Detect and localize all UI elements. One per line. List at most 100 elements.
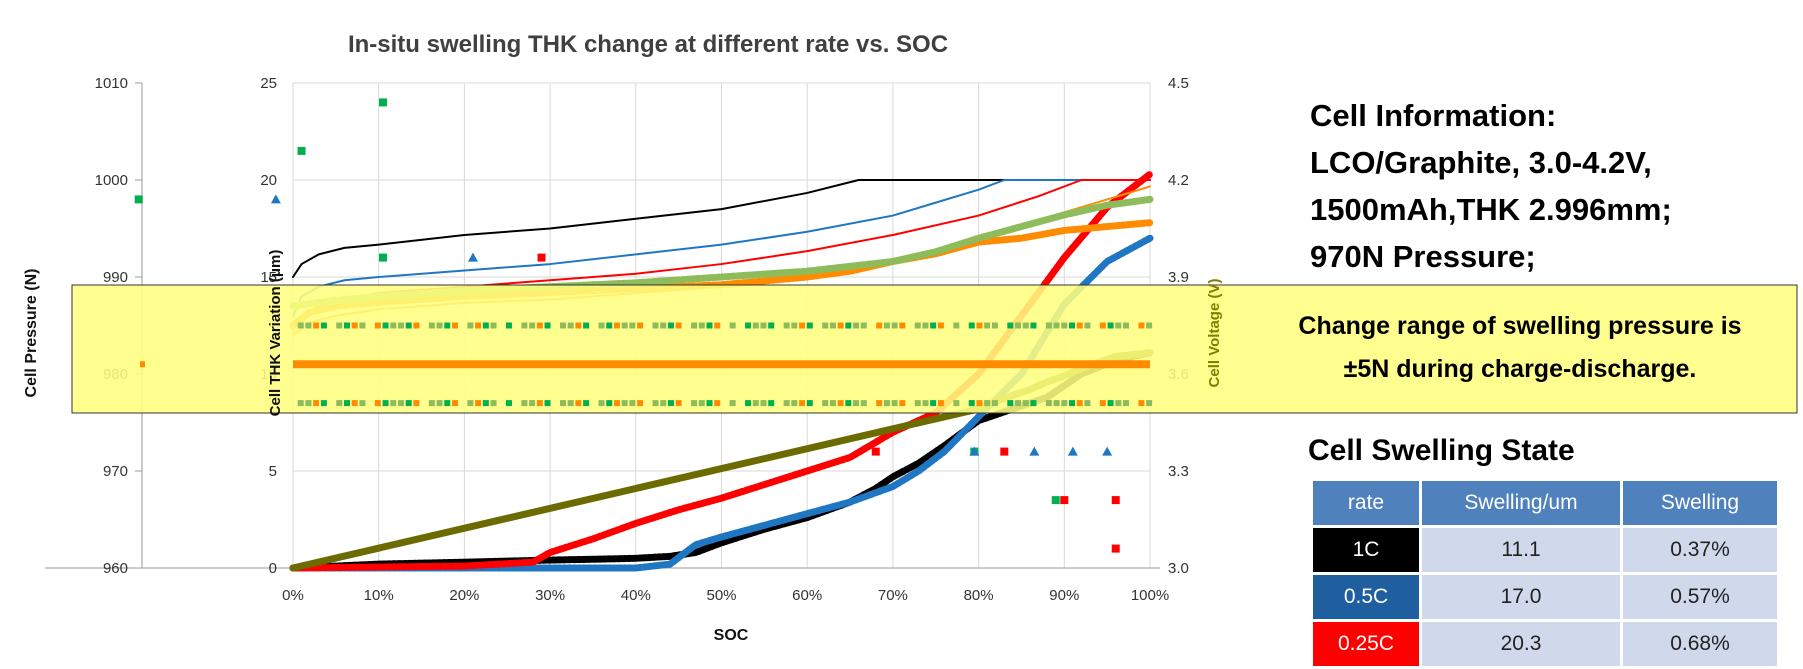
pressure-point bbox=[1060, 496, 1069, 505]
pressure-point bbox=[378, 98, 387, 107]
pressure-band-marker bbox=[467, 322, 474, 329]
pressure-band-marker bbox=[397, 322, 404, 329]
pressure-band-marker bbox=[922, 322, 929, 329]
pressure-band-marker bbox=[382, 400, 389, 407]
pressure-band-marker bbox=[482, 400, 489, 407]
pressure-band-marker bbox=[806, 400, 813, 407]
pressure-band-marker bbox=[783, 400, 790, 407]
header-swelling-um: Swelling/um bbox=[1422, 481, 1620, 525]
pressure-band-marker bbox=[374, 322, 381, 329]
pressure-tick-label: 1000 bbox=[95, 172, 128, 189]
table-row: 1C 11.1 0.37% bbox=[1313, 528, 1777, 572]
cell-info-title: Cell Information: bbox=[1310, 98, 1557, 133]
pressure-band-marker bbox=[976, 322, 983, 329]
pressure-band-marker bbox=[768, 400, 775, 407]
pressure-band-marker bbox=[451, 322, 458, 329]
pressure-point bbox=[871, 447, 880, 456]
pressure-band-marker bbox=[837, 400, 844, 407]
pressure-band-marker bbox=[351, 322, 358, 329]
pressure-band-marker bbox=[691, 322, 698, 329]
swelling-um-cell: 17.0 bbox=[1422, 575, 1620, 619]
pressure-band-marker bbox=[320, 400, 327, 407]
pressure-band-marker bbox=[1061, 322, 1068, 329]
pressure-point bbox=[537, 253, 546, 262]
pressure-band-marker bbox=[706, 400, 713, 407]
pressure-band-marker bbox=[405, 400, 412, 407]
pressure-band-marker bbox=[799, 400, 806, 407]
pressure-band-marker bbox=[359, 322, 366, 329]
pressure-band-marker bbox=[953, 322, 960, 329]
pressure-band-marker bbox=[475, 322, 482, 329]
pressure-band-marker bbox=[976, 400, 983, 407]
pressure-band-marker bbox=[505, 322, 512, 329]
pressure-band-marker bbox=[729, 322, 736, 329]
pressure-band-marker bbox=[914, 400, 921, 407]
pressure-band-marker bbox=[451, 400, 458, 407]
pressure-point bbox=[134, 195, 143, 204]
pressure-band-marker bbox=[297, 400, 304, 407]
pressure-band-marker bbox=[1099, 322, 1106, 329]
pressure-band-marker bbox=[1138, 400, 1145, 407]
thk-axis-title: Cell THK Variation (μm) bbox=[267, 250, 284, 417]
pressure-band-marker bbox=[937, 400, 944, 407]
pressure-band-marker bbox=[351, 400, 358, 407]
x-axis-title: SOC bbox=[714, 627, 749, 644]
highlight-text: Change range of swelling pressure is ±5N… bbox=[1240, 305, 1800, 391]
pressure-band-marker bbox=[930, 322, 937, 329]
x-tick-label: 50% bbox=[706, 587, 736, 604]
swelling-um-cell: 20.3 bbox=[1422, 622, 1620, 666]
pressure-band-marker bbox=[1076, 322, 1083, 329]
pressure-band-marker bbox=[413, 400, 420, 407]
pressure-band-marker bbox=[374, 400, 381, 407]
pressure-band-marker bbox=[1115, 322, 1122, 329]
pressure-band-marker bbox=[652, 322, 659, 329]
swelling-table-title: Cell Swelling State bbox=[1308, 434, 1575, 467]
swelling-um-cell: 11.1 bbox=[1422, 528, 1620, 572]
pressure-band-marker bbox=[382, 322, 389, 329]
pressure-point bbox=[969, 446, 980, 456]
voltage-axis-title: Cell Voltage (V) bbox=[1206, 279, 1223, 388]
pressure-band-marker bbox=[359, 400, 366, 407]
pressure-band-marker bbox=[691, 400, 698, 407]
cell-info-line-1: LCO/Graphite, 3.0-4.2V, bbox=[1310, 145, 1652, 180]
pressure-band-marker bbox=[937, 322, 944, 329]
pressure-band-marker bbox=[675, 322, 682, 329]
pressure-band-marker bbox=[583, 322, 590, 329]
pressure-band-marker bbox=[544, 400, 551, 407]
pressure-band-marker bbox=[853, 400, 860, 407]
pressure-band-marker bbox=[313, 322, 320, 329]
pressure-point bbox=[1029, 446, 1040, 456]
pressure-band-marker bbox=[968, 400, 975, 407]
pressure-band-marker bbox=[436, 400, 443, 407]
pressure-band-marker bbox=[1107, 322, 1114, 329]
x-tick-label: 80% bbox=[964, 587, 994, 604]
pressure-band-marker bbox=[968, 322, 975, 329]
pressure-band-marker bbox=[1053, 400, 1060, 407]
pressure-band-marker bbox=[714, 400, 721, 407]
voltage-tick-label: 3.9 bbox=[1168, 269, 1189, 286]
x-tick-label: 100% bbox=[1131, 587, 1169, 604]
chart-tick-labels: 0%10%20%30%40%50%60%70%80%90%100%0510152… bbox=[95, 75, 1189, 604]
pressure-band-marker bbox=[613, 400, 620, 407]
pressure-band-marker bbox=[675, 400, 682, 407]
x-tick-label: 20% bbox=[449, 587, 479, 604]
pressure-band-marker bbox=[428, 400, 435, 407]
pressure-point bbox=[297, 146, 306, 155]
pressure-band-marker bbox=[860, 400, 867, 407]
pressure-point bbox=[1102, 446, 1113, 456]
pressure-point bbox=[1051, 496, 1060, 505]
pressure-band-marker bbox=[1030, 400, 1037, 407]
cell-information: Cell Information: LCO/Graphite, 3.0-4.2V… bbox=[1310, 92, 1790, 280]
chart-title: In-situ swelling THK change at different… bbox=[348, 31, 948, 58]
voltage-tick-label: 3.3 bbox=[1168, 463, 1189, 480]
pressure-band-marker bbox=[783, 322, 790, 329]
pressure-band-marker bbox=[575, 322, 582, 329]
pressure-band-marker bbox=[1076, 400, 1083, 407]
series-line-1c-voltage bbox=[292, 179, 1151, 278]
pressure-band-marker bbox=[845, 400, 852, 407]
pressure-point bbox=[1000, 447, 1009, 456]
pressure-band-marker bbox=[914, 322, 921, 329]
x-tick-label: 40% bbox=[621, 587, 651, 604]
swelling-table: rate Swelling/um Swelling 1C 11.1 0.37% … bbox=[1310, 478, 1780, 669]
pressure-band-marker bbox=[899, 400, 906, 407]
